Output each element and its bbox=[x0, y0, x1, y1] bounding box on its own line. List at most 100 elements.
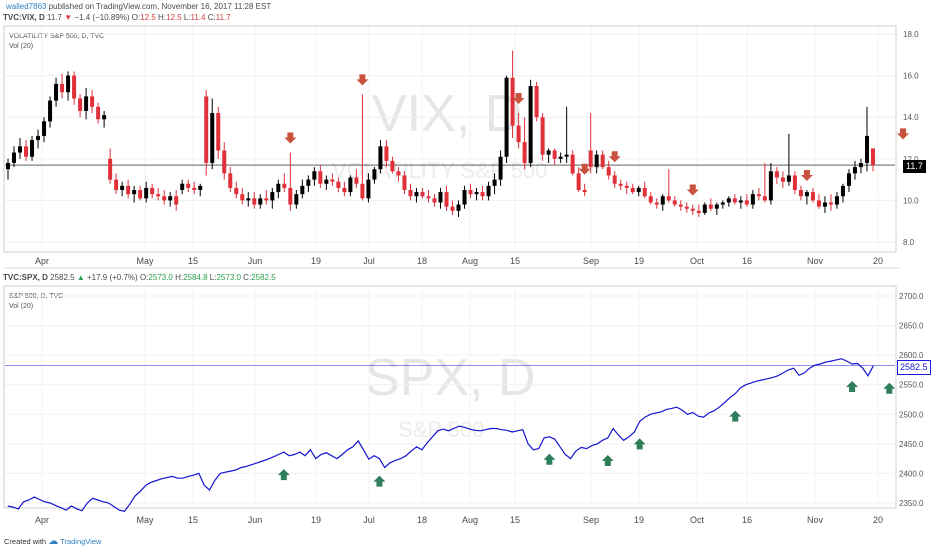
vix-candle-body bbox=[138, 190, 143, 199]
vix-candle-body bbox=[306, 179, 311, 186]
spx-price-line bbox=[7, 358, 874, 512]
vix-candle-body bbox=[264, 198, 269, 201]
vix-candle-body bbox=[360, 183, 365, 199]
vix-candle-body bbox=[858, 162, 863, 168]
vix-candle-body bbox=[252, 198, 257, 205]
vix-candle-body bbox=[834, 196, 839, 205]
vix-candle-body bbox=[582, 190, 587, 193]
vix-candle-body bbox=[654, 202, 659, 205]
spx-y-tick-label: 2600.0 bbox=[899, 351, 924, 360]
vix-candle-body bbox=[354, 177, 359, 184]
vix-candle-body bbox=[600, 154, 605, 168]
vix-y-tick-label: 12.0 bbox=[903, 155, 919, 164]
vix-pane-frame bbox=[3, 25, 897, 253]
vix-candle-body bbox=[624, 185, 629, 188]
vix-candle-body bbox=[222, 150, 227, 174]
vix-x-tick-label: Nov bbox=[807, 256, 824, 266]
spx-x-tick-label: Jun bbox=[248, 515, 263, 525]
vix-candle-body bbox=[444, 192, 449, 207]
vix-candles bbox=[6, 50, 875, 218]
footer-brand-link[interactable]: TradingView bbox=[60, 537, 102, 546]
spx-pane-frame bbox=[3, 285, 897, 509]
vix-candle-body bbox=[300, 185, 305, 195]
vix-candle-body bbox=[402, 175, 407, 190]
vix-candle-body bbox=[612, 175, 617, 184]
vix-candle-body bbox=[450, 206, 455, 211]
vix-watermark: VIX, D bbox=[372, 85, 523, 143]
vix-candle-body bbox=[258, 198, 263, 205]
vix-x-tick-label: Sep bbox=[583, 256, 599, 266]
vix-x-tick-label: 15 bbox=[188, 256, 198, 266]
vix-candle-body bbox=[198, 185, 203, 190]
vix-candle-body bbox=[330, 179, 335, 182]
spx-watermark: SPX, D bbox=[365, 349, 536, 407]
up-arrow-icon bbox=[543, 453, 556, 465]
vix-candle-body bbox=[192, 187, 197, 190]
vix-candle-body bbox=[570, 154, 575, 174]
vix-candle-body bbox=[750, 194, 755, 205]
vix-candle-body bbox=[594, 154, 599, 168]
vix-candle-body bbox=[312, 171, 317, 180]
vix-candle-body bbox=[48, 100, 53, 122]
vix-candle-body bbox=[18, 146, 23, 153]
down-arrow-icon bbox=[284, 132, 297, 144]
vix-candle-body bbox=[576, 173, 581, 190]
vix-candle-body bbox=[96, 106, 101, 120]
spx-x-tick-label: 19 bbox=[634, 515, 644, 525]
spx-x-tick-label: Oct bbox=[690, 515, 705, 525]
vix-candle-body bbox=[162, 196, 167, 201]
vix-candle-body bbox=[72, 75, 77, 99]
vix-x-tick-label: Jul bbox=[363, 256, 375, 266]
vix-candle-body bbox=[666, 196, 671, 201]
vix-candle-body bbox=[648, 196, 653, 203]
vix-candle-body bbox=[606, 167, 611, 176]
vix-x-tick-label: 18 bbox=[417, 256, 427, 266]
down-arrow-icon bbox=[608, 151, 621, 163]
vix-vol-label: Vol (20) bbox=[9, 43, 34, 50]
vix-candle-body bbox=[54, 83, 59, 101]
down-triangle-icon: ▼ bbox=[64, 13, 73, 22]
vix-candle-body bbox=[462, 190, 467, 205]
vix-candle-body bbox=[126, 185, 131, 195]
vix-candle-body bbox=[282, 183, 287, 188]
spx-x-tick-label: 15 bbox=[510, 515, 520, 525]
vix-candle-body bbox=[804, 192, 809, 197]
vix-x-tick-label: Jun bbox=[248, 256, 263, 266]
spx-vol-label: Vol (20) bbox=[9, 303, 34, 310]
vix-candle-body bbox=[396, 171, 401, 176]
vix-candle-body bbox=[456, 204, 461, 211]
vix-candle-body bbox=[588, 150, 593, 168]
vix-x-tick-label: 15 bbox=[510, 256, 520, 266]
vix-candle-body bbox=[420, 192, 425, 197]
vix-candle-body bbox=[180, 183, 185, 190]
vix-candle-body bbox=[324, 179, 329, 184]
vix-candle-body bbox=[558, 156, 563, 159]
vix-y-tick-label: 16.0 bbox=[903, 72, 919, 81]
vix-x-tick-label: Oct bbox=[690, 256, 705, 266]
spx-x-tick-label: 19 bbox=[311, 515, 321, 525]
vix-candle-body bbox=[678, 204, 683, 207]
vix-candle-body bbox=[174, 196, 179, 205]
spx-y-axis: 2350.0 2400.0 2450.0 2500.0 2550.0 2600.0 2650… bbox=[899, 292, 924, 508]
up-arrow-icon bbox=[373, 475, 386, 487]
vix-candle-body bbox=[294, 194, 299, 205]
vix-candle-body bbox=[12, 152, 17, 163]
vix-candle-body bbox=[510, 77, 515, 126]
vix-candle-body bbox=[204, 96, 209, 163]
up-arrow-icon bbox=[633, 438, 646, 450]
spx-legend-change: +17.9 (+0.7%) bbox=[87, 273, 138, 282]
up-arrow-icon bbox=[846, 381, 859, 393]
vix-watermark-sub: VOLATILITY S&P 500 bbox=[332, 158, 548, 183]
vix-x-tick-label: 20 bbox=[873, 256, 883, 266]
vix-candle-body bbox=[288, 187, 293, 205]
author-link[interactable]: walled7863 bbox=[6, 2, 47, 11]
vix-candle-body bbox=[762, 196, 767, 201]
spx-x-tick-label: Nov bbox=[807, 515, 824, 525]
vix-candle-body bbox=[84, 96, 89, 111]
up-arrow-icon bbox=[601, 454, 614, 466]
vix-candle-body bbox=[414, 192, 419, 197]
down-arrow-icon bbox=[800, 170, 813, 181]
vix-candle-body bbox=[120, 185, 125, 190]
vix-candle-body bbox=[372, 169, 377, 180]
